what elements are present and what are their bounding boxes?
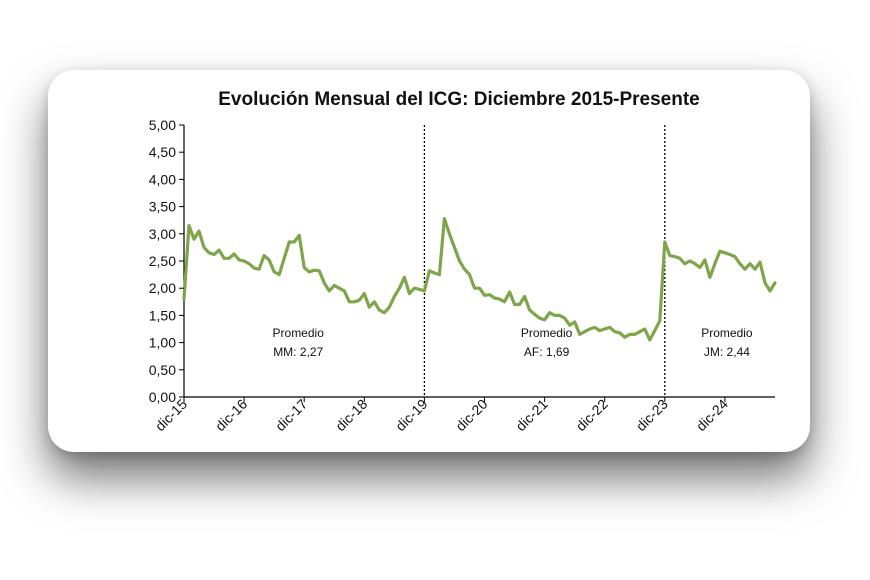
average-annotation-label: Promedio: [701, 326, 753, 340]
y-tick-label: 0,50: [149, 362, 176, 378]
average-annotation-value: AF: 1,69: [524, 345, 570, 359]
x-tick-label: dic-20: [452, 396, 490, 434]
y-tick-label: 4,50: [149, 144, 176, 160]
average-annotation-value: MM: 2,27: [273, 345, 323, 359]
chart-title: Evolución Mensual del ICG: Diciembre 201…: [218, 89, 700, 110]
x-tick-label: dic-24: [693, 396, 731, 434]
average-annotation-value: JM: 2,44: [704, 345, 750, 359]
x-tick-label: dic-23: [633, 396, 671, 434]
y-tick-label: 3,00: [149, 226, 176, 242]
y-tick-label: 0,00: [149, 389, 176, 405]
average-annotation-label: Promedio: [273, 326, 325, 340]
x-tick-label: dic-16: [212, 396, 250, 434]
y-tick-label: 1,00: [149, 335, 176, 351]
y-tick-label: 2,50: [149, 253, 176, 269]
y-tick-label: 4,00: [149, 171, 176, 187]
x-tick-label: dic-17: [272, 396, 310, 434]
y-tick-label: 5,00: [149, 117, 176, 133]
y-tick-label: 3,50: [149, 199, 176, 215]
line-chart: Evolución Mensual del ICG: Diciembre 201…: [149, 89, 777, 434]
x-tick-label: dic-22: [573, 396, 611, 434]
x-tick-label: dic-19: [392, 396, 430, 434]
average-annotation-label: Promedio: [521, 326, 573, 340]
y-tick-label: 1,50: [149, 307, 176, 323]
y-tick-label: 2,00: [149, 280, 176, 296]
icg-series-line: [182, 217, 777, 342]
x-tick-label: dic-21: [512, 396, 550, 434]
x-tick-label: dic-18: [332, 396, 370, 434]
chart-card: Evolución Mensual del ICG: Diciembre 201…: [48, 70, 810, 452]
